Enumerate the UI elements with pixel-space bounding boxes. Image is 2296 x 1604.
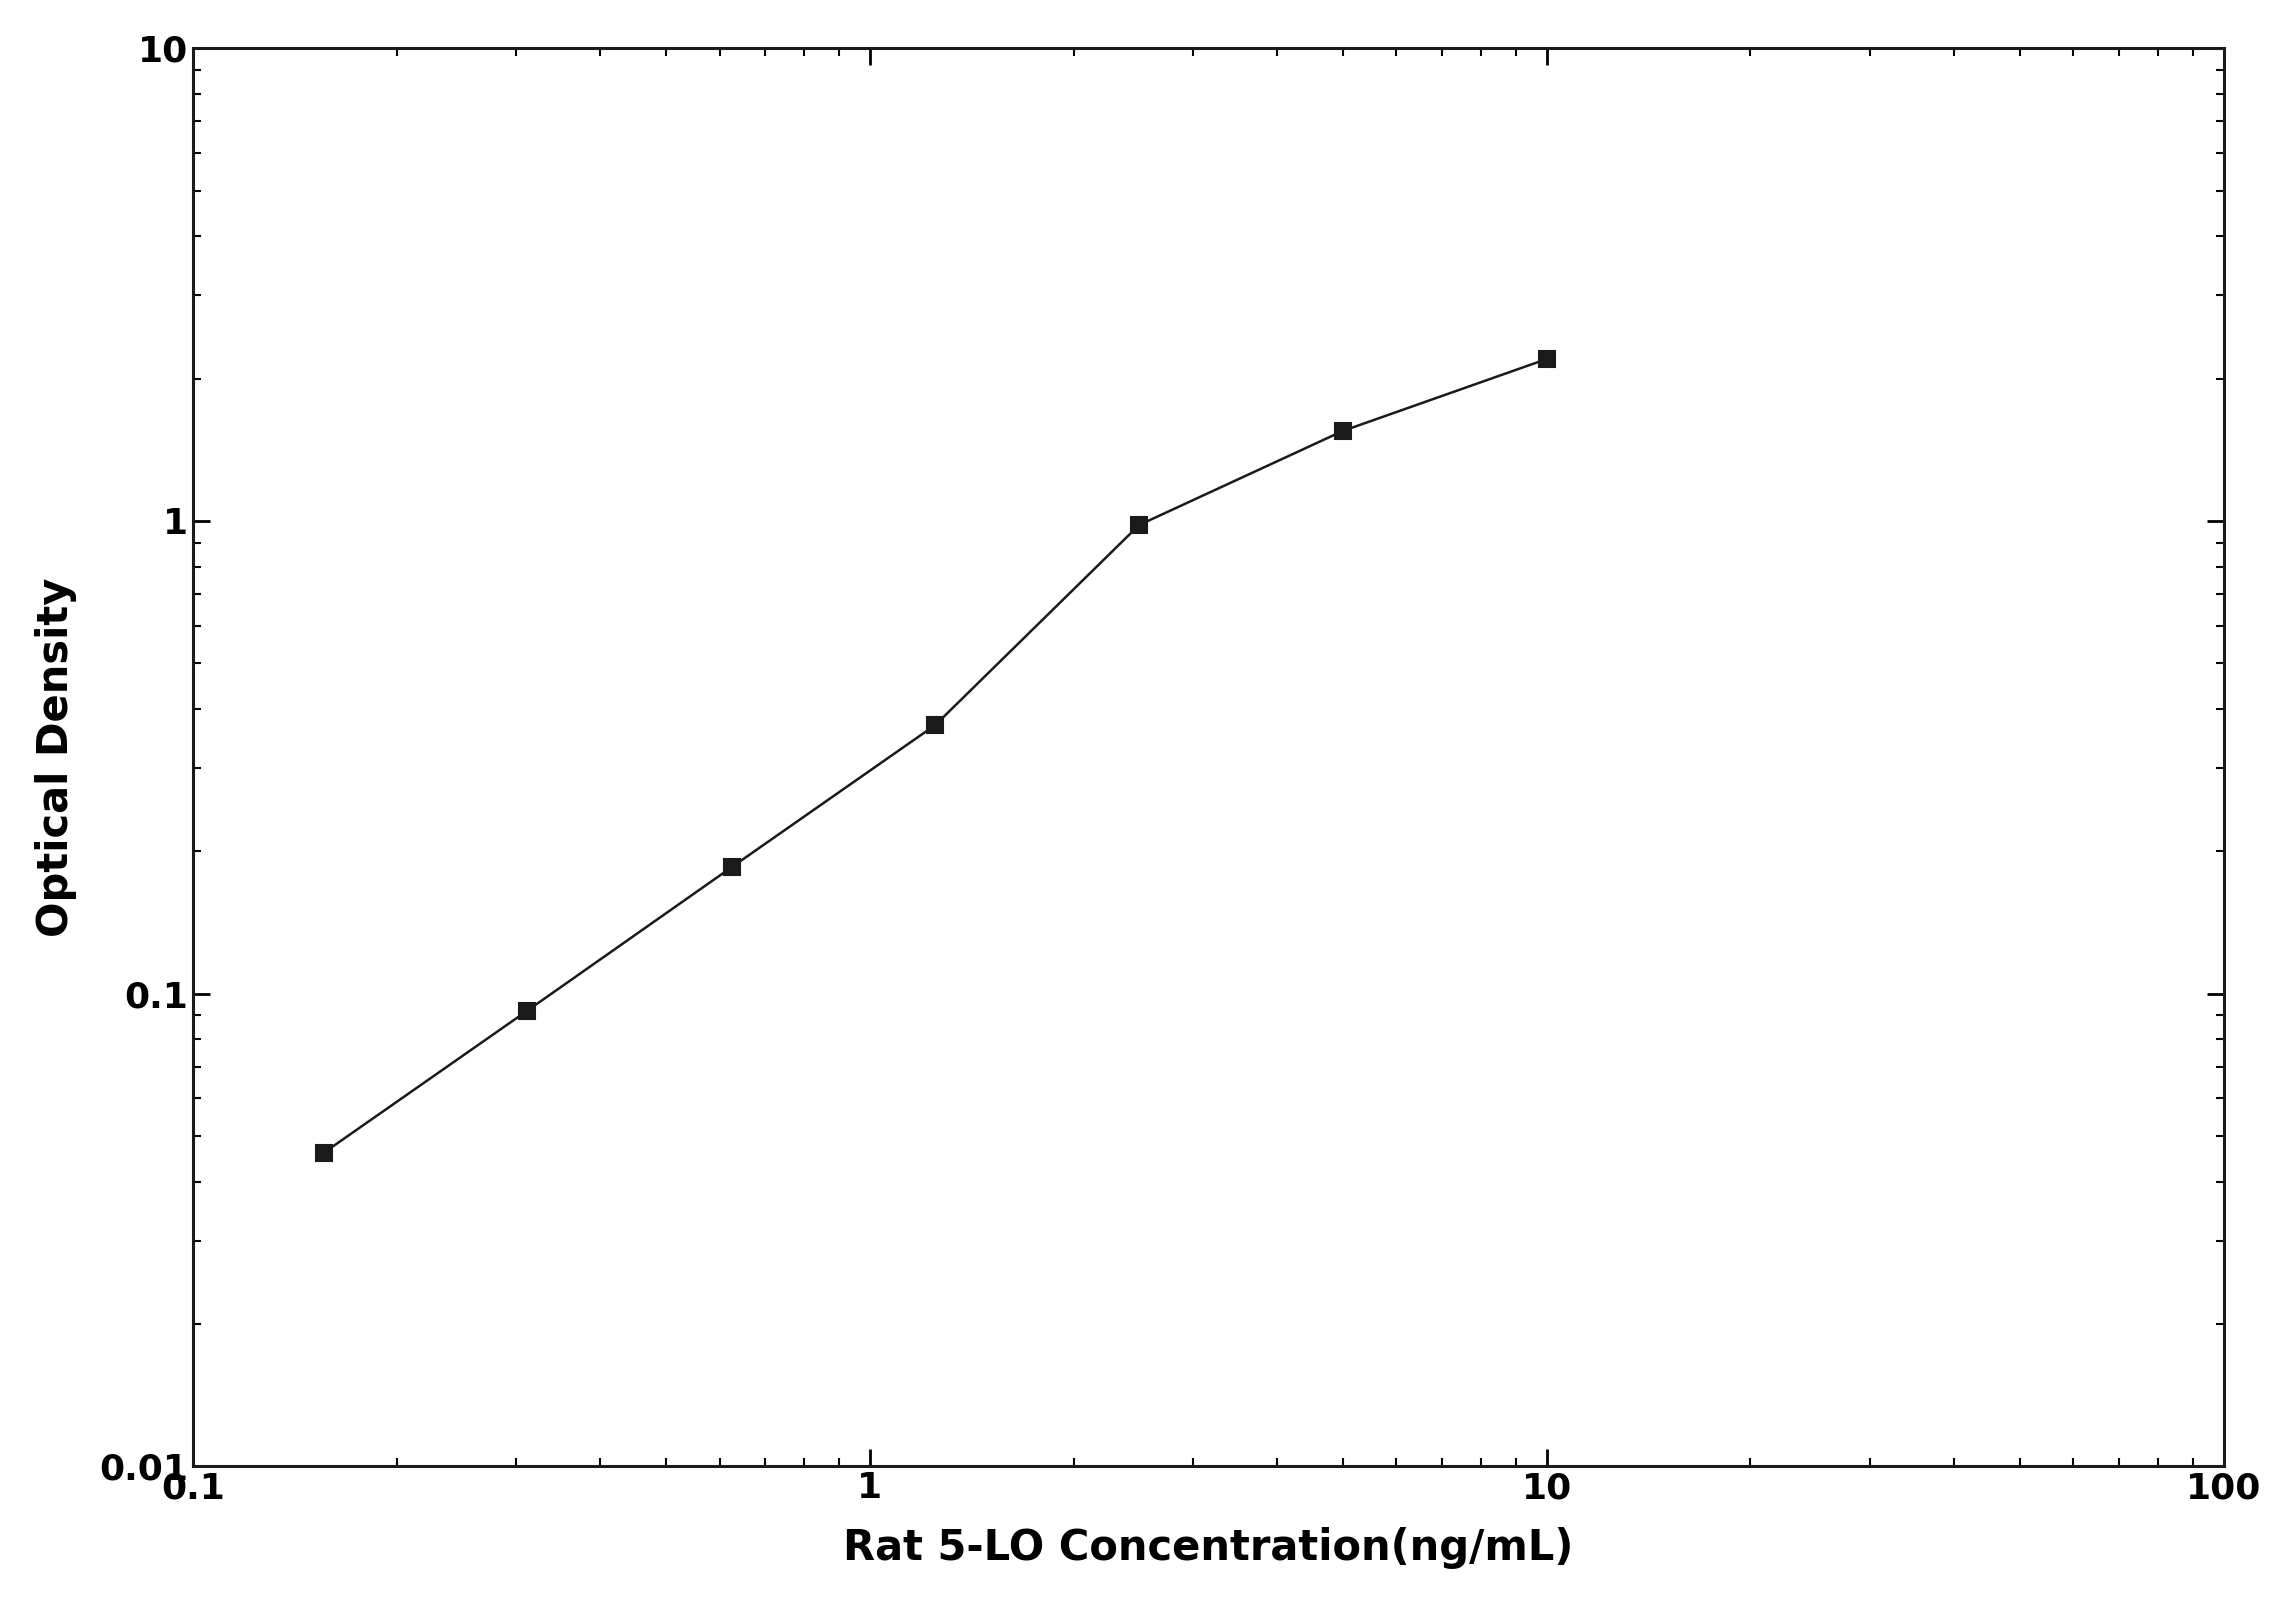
X-axis label: Rat 5-LO Concentration(ng/mL): Rat 5-LO Concentration(ng/mL) [843, 1527, 1573, 1569]
Y-axis label: Optical Density: Optical Density [34, 577, 76, 937]
